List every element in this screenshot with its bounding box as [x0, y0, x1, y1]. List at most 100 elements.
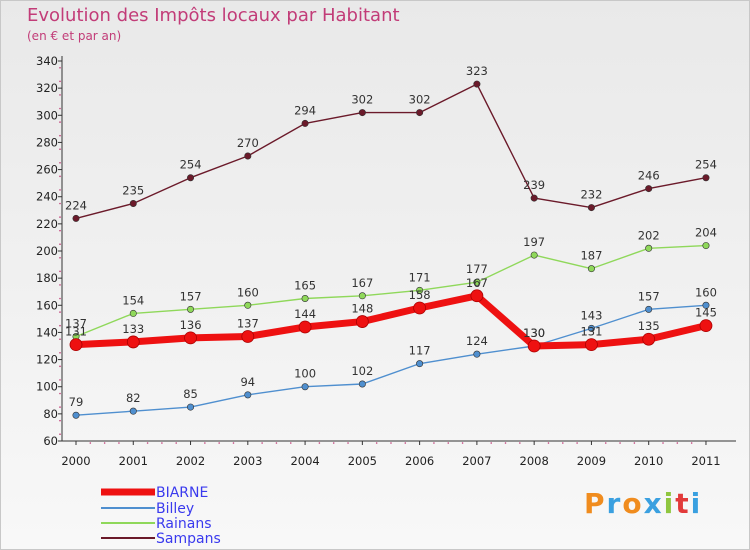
- x-minor-tick: [447, 442, 450, 444]
- data-label-sampans: 246: [638, 169, 660, 183]
- y-minor-tick: [59, 148, 61, 151]
- data-point-billey: [187, 403, 195, 411]
- data-point-biarne: [126, 335, 140, 349]
- x-minor-tick: [519, 442, 521, 444]
- y-tick-label: 140: [36, 325, 58, 339]
- data-point-rainans: [129, 309, 137, 317]
- x-minor-tick: [676, 442, 679, 444]
- y-minor-tick: [59, 94, 61, 96]
- data-label-sampans: 254: [180, 158, 202, 172]
- y-minor-tick: [59, 243, 61, 246]
- data-label-biarne: 133: [122, 322, 144, 336]
- x-tick-label: 2001: [119, 454, 148, 468]
- x-minor-tick: [490, 442, 493, 444]
- y-minor-tick: [59, 134, 61, 137]
- data-label-billey: 160: [695, 285, 717, 299]
- y-minor-tick: [59, 284, 61, 286]
- y-tick-label: 220: [36, 217, 58, 231]
- data-label-rainans: 197: [523, 235, 545, 249]
- x-minor-tick: [204, 442, 206, 444]
- data-label-biarne: 135: [638, 319, 660, 333]
- x-minor-tick: [662, 442, 664, 444]
- x-tick-label: 2006: [405, 454, 434, 468]
- x-tick-label: 2008: [520, 454, 549, 468]
- x-minor-tick: [289, 442, 292, 444]
- data-point-biarne: [241, 330, 255, 343]
- data-point-billey: [72, 411, 80, 419]
- data-point-billey: [416, 360, 424, 368]
- x-minor-tick: [118, 442, 120, 444]
- x-minor-tick: [604, 442, 607, 444]
- data-point-billey: [702, 301, 710, 309]
- x-tick-label: 2003: [233, 454, 262, 468]
- y-tick-label: 120: [36, 353, 58, 367]
- y-minor-tick: [59, 66, 61, 69]
- x-minor-tick: [390, 442, 392, 444]
- y-minor-tick: [59, 392, 61, 395]
- data-point-sampans: [301, 119, 309, 127]
- data-label-sampans: 239: [523, 178, 545, 192]
- data-point-sampans: [473, 80, 481, 88]
- data-point-sampans: [645, 185, 653, 193]
- x-minor-tick: [461, 442, 464, 444]
- data-label-biarne: 148: [351, 302, 373, 316]
- y-tick-label: 280: [36, 135, 58, 149]
- data-point-rainans: [530, 251, 538, 259]
- data-label-billey: 143: [580, 308, 602, 322]
- y-tick-label: 180: [36, 271, 58, 285]
- data-label-billey: 102: [351, 364, 373, 378]
- data-point-billey: [129, 407, 137, 415]
- x-minor-tick: [89, 442, 92, 444]
- y-minor-tick: [59, 379, 61, 381]
- proxiti-logo: Proxiti: [584, 487, 702, 520]
- series-line-biarne: [72, 292, 710, 350]
- x-minor-tick: [504, 442, 507, 444]
- y-minor-tick: [59, 419, 61, 422]
- y-minor-tick: [59, 216, 61, 218]
- y-minor-tick: [59, 256, 61, 259]
- data-label-sampans: 232: [580, 188, 602, 202]
- data-label-sampans: 302: [351, 93, 373, 107]
- data-point-billey: [244, 391, 252, 399]
- data-point-sampans: [187, 174, 195, 182]
- data-label-billey: 100: [294, 367, 316, 381]
- legend-label-billey: Billey: [156, 501, 194, 517]
- data-point-billey: [473, 350, 481, 358]
- y-minor-tick: [59, 270, 61, 273]
- data-point-biarne: [642, 332, 656, 346]
- data-label-biarne: 137: [237, 317, 259, 331]
- logo-letter: P: [584, 487, 607, 520]
- data-point-biarne: [69, 338, 83, 352]
- data-label-billey: 124: [466, 334, 488, 348]
- data-label-rainans: 167: [351, 276, 373, 290]
- data-label-biarne: 158: [409, 288, 431, 302]
- data-label-biarne: 144: [294, 307, 316, 321]
- series-line-rainans: [75, 244, 707, 338]
- data-point-rainans: [301, 294, 309, 302]
- data-label-sampans: 302: [409, 93, 431, 107]
- data-label-rainans: 137: [65, 317, 87, 331]
- y-minor-tick: [59, 365, 61, 368]
- y-minor-tick: [59, 121, 61, 123]
- data-label-rainans: 165: [294, 279, 316, 293]
- y-tick-label: 100: [36, 380, 58, 394]
- x-minor-tick: [576, 442, 578, 444]
- series-line-billey: [75, 304, 707, 416]
- data-point-billey: [587, 324, 595, 332]
- data-label-biarne: 130: [523, 326, 545, 340]
- y-minor-tick: [59, 297, 61, 300]
- data-point-sampans: [129, 200, 137, 208]
- x-minor-tick: [161, 442, 163, 444]
- y-tick-label: 80: [43, 407, 58, 421]
- series-line-sampans: [75, 83, 707, 220]
- data-point-rainans: [244, 301, 252, 309]
- data-point-biarne: [699, 319, 713, 333]
- logo-letter: r: [606, 487, 623, 520]
- x-tick-label: 2011: [691, 454, 720, 468]
- data-point-biarne: [184, 331, 197, 345]
- logo-letter: t: [675, 487, 691, 520]
- data-label-sampans: 224: [65, 198, 87, 212]
